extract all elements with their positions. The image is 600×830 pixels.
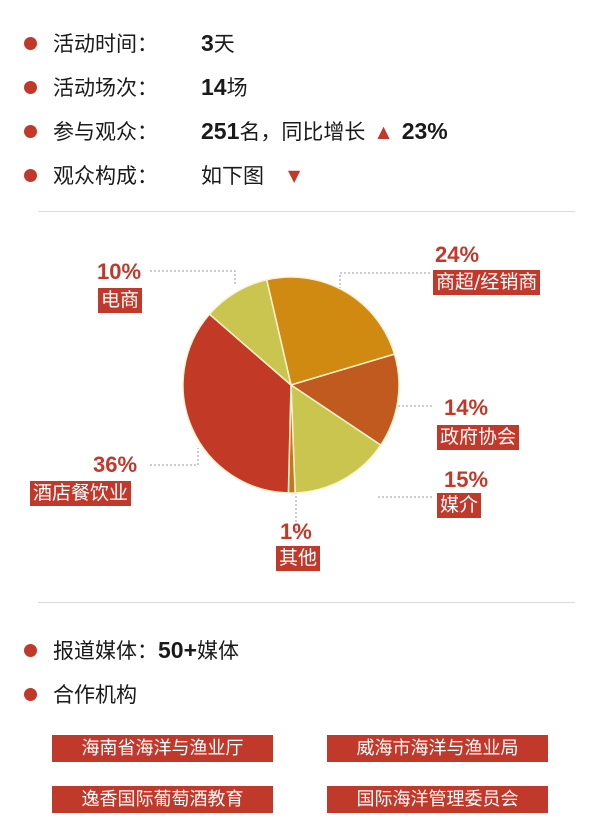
stat-value: 如下图 bbox=[201, 164, 264, 188]
stat-label: 参与观众： bbox=[53, 120, 158, 144]
stat-sessions: 活动场次： 14场 bbox=[24, 72, 248, 102]
stat-value: 14 bbox=[201, 74, 227, 100]
label-other: 其他 bbox=[276, 546, 321, 571]
bullet-icon bbox=[24, 687, 37, 701]
stat-value: 3 bbox=[201, 30, 214, 56]
stat-value: 251 bbox=[201, 118, 240, 144]
label-government: 政府协会 bbox=[437, 425, 520, 450]
arrow-down-icon: ▼ bbox=[288, 165, 301, 185]
pct-ecommerce: 10% bbox=[97, 259, 142, 284]
bullet-icon bbox=[24, 80, 37, 94]
label-ecommerce: 电商 bbox=[98, 288, 143, 313]
pie-slice-1 bbox=[289, 353, 400, 447]
stat-audience: 参与观众： 251名，同比增长 ▲ 23% bbox=[24, 116, 448, 146]
stat-unit: 天 bbox=[213, 32, 235, 56]
label-retail: 商超/经销商 bbox=[433, 270, 541, 295]
stat-unit: 场 bbox=[226, 76, 248, 100]
bullet-icon bbox=[24, 643, 37, 657]
pie-slice-0 bbox=[265, 276, 396, 386]
divider bbox=[38, 602, 575, 603]
partners-row: 合作机构 bbox=[24, 679, 137, 709]
leader-line-hotel bbox=[150, 448, 199, 466]
partner-tag: 逸香国际葡萄酒教育 bbox=[52, 786, 273, 813]
media-unit: 媒体 bbox=[197, 639, 240, 663]
pct-other: 1% bbox=[280, 519, 312, 544]
partners-label: 合作机构 bbox=[53, 683, 137, 707]
leader-line-ecommerce bbox=[150, 270, 236, 285]
pct-retail: 24% bbox=[435, 242, 480, 267]
stat-label: 活动时间： bbox=[53, 32, 158, 56]
divider bbox=[38, 211, 575, 212]
media-label: 报道媒体： bbox=[53, 639, 158, 663]
stat-composition: 观众构成： 如下图 ▼ bbox=[24, 160, 312, 190]
pct-government: 14% bbox=[444, 395, 489, 420]
partner-tag: 国际海洋管理委员会 bbox=[327, 786, 548, 813]
label-media: 媒介 bbox=[437, 493, 482, 518]
bullet-icon bbox=[24, 168, 37, 182]
stat-label: 活动场次： bbox=[53, 76, 158, 100]
pct-media: 15% bbox=[444, 467, 489, 492]
leader-lines bbox=[150, 270, 432, 535]
leader-line-retail bbox=[339, 272, 430, 290]
arrow-up-icon: ▲ bbox=[377, 121, 390, 141]
media-row: 报道媒体： 50+媒体 bbox=[24, 635, 239, 665]
label-hotel: 酒店餐饮业 bbox=[30, 481, 132, 506]
growth-value: 23% bbox=[401, 117, 448, 144]
partner-tag: 海南省海洋与渔业厅 bbox=[52, 735, 273, 762]
pct-hotel: 36% bbox=[93, 452, 138, 477]
pie-slice-4 bbox=[182, 313, 292, 494]
partner-tag: 威海市海洋与渔业局 bbox=[327, 735, 548, 762]
pie-slice-2 bbox=[290, 383, 382, 494]
stat-duration: 活动时间： 3天 bbox=[24, 28, 235, 58]
stat-unit: 名，同比增长 bbox=[239, 120, 366, 144]
pie-slice-5 bbox=[208, 278, 293, 388]
bullet-icon bbox=[24, 36, 37, 50]
bullet-icon bbox=[24, 124, 37, 138]
stat-label: 观众构成： bbox=[53, 164, 158, 188]
media-value: 50+ bbox=[158, 637, 198, 663]
